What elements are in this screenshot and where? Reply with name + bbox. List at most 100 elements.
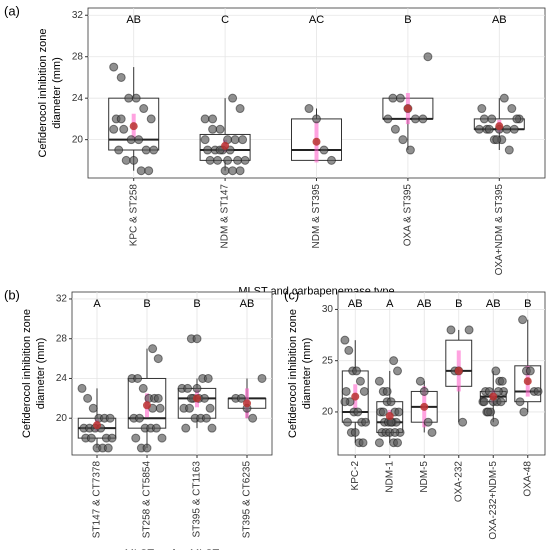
x-tick-label: KPC-2 <box>350 461 361 491</box>
data-point <box>157 433 167 443</box>
data-point <box>382 386 392 396</box>
mean-point <box>243 399 251 408</box>
significance-letter: AB <box>240 298 255 310</box>
y-tick-label: 20 <box>322 407 334 418</box>
data-point <box>203 145 213 155</box>
significance-letter: AB <box>417 298 432 310</box>
x-axis-label: MLST and cgMLST <box>125 548 220 550</box>
data-point <box>200 114 210 124</box>
data-point <box>419 386 429 396</box>
data-point <box>136 166 146 176</box>
data-point <box>479 114 489 124</box>
x-tick-label: OXA+NDM & ST395 <box>494 184 505 276</box>
data-point <box>181 423 191 433</box>
mean-point <box>351 392 360 401</box>
data-point <box>410 114 420 124</box>
data-point <box>358 438 368 448</box>
data-point <box>491 366 501 376</box>
mean-point <box>221 141 230 150</box>
data-point <box>353 407 363 417</box>
x-tick-label: ST147 & CT7378 <box>92 461 103 539</box>
data-point <box>86 433 96 443</box>
data-point <box>427 427 437 437</box>
data-point <box>129 155 139 165</box>
data-point <box>107 433 117 443</box>
data-point <box>490 417 500 427</box>
data-point <box>200 393 209 403</box>
data-point <box>418 114 428 124</box>
data-point <box>109 124 119 134</box>
mean-point <box>129 122 138 131</box>
data-point <box>477 104 487 114</box>
data-point <box>312 114 321 124</box>
significance-letter: AB <box>492 14 507 26</box>
data-point <box>207 423 217 433</box>
data-point <box>146 114 156 124</box>
data-point <box>185 403 194 413</box>
data-point <box>386 397 396 407</box>
data-point <box>192 334 202 344</box>
data-point <box>502 124 512 134</box>
data-point <box>149 145 159 155</box>
data-point <box>124 93 134 103</box>
data-point <box>131 433 141 443</box>
y-tick-label: 24 <box>56 373 68 384</box>
data-point <box>200 135 210 145</box>
significance-letter: AC <box>309 14 324 26</box>
data-point <box>395 93 405 103</box>
data-point <box>341 386 351 396</box>
data-point <box>393 366 403 376</box>
significance-letter: B <box>143 298 150 310</box>
x-tick-label: NDM-1 <box>384 461 395 493</box>
data-point <box>183 383 193 393</box>
data-point <box>405 145 415 155</box>
data-point <box>220 166 230 176</box>
mean-point <box>454 366 463 375</box>
significance-letter: AB <box>348 298 363 310</box>
significance-letter: B <box>193 298 200 310</box>
data-point <box>518 315 528 325</box>
y-tick-label: 32 <box>72 10 84 21</box>
data-point <box>148 344 158 354</box>
data-point <box>390 124 400 134</box>
mean-point <box>489 392 498 401</box>
data-point <box>509 124 519 134</box>
data-point <box>378 407 388 417</box>
data-point <box>215 124 225 134</box>
significance-letter: AB <box>486 298 501 310</box>
data-point <box>394 407 404 417</box>
data-point <box>393 438 403 448</box>
data-point <box>355 376 365 386</box>
data-point <box>340 397 350 407</box>
data-point <box>327 155 336 165</box>
significance-letter: B <box>455 298 462 310</box>
mean-point <box>523 377 532 386</box>
x-tick-label: NDM & ST395 <box>311 184 322 249</box>
data-point <box>350 427 360 437</box>
data-point <box>236 393 246 403</box>
data-point <box>474 124 484 134</box>
data-point <box>390 427 400 437</box>
data-point <box>398 135 408 145</box>
data-point <box>484 124 494 134</box>
data-point <box>208 124 218 134</box>
data-point <box>496 397 506 407</box>
data-point <box>153 393 163 403</box>
panel-label: (a) <box>4 3 20 18</box>
data-point <box>144 166 154 176</box>
data-point <box>134 135 144 145</box>
data-point <box>116 114 126 124</box>
significance-letter: B <box>404 14 411 26</box>
mean-point <box>143 401 151 410</box>
data-point <box>83 393 93 403</box>
mean-point <box>403 104 412 113</box>
data-point <box>131 93 141 103</box>
x-tick-label: NDM-5 <box>419 461 430 493</box>
data-point <box>374 438 384 448</box>
data-point <box>228 93 238 103</box>
x-tick-label: KPC & ST258 <box>128 184 139 247</box>
data-point <box>359 386 369 396</box>
data-point <box>388 93 398 103</box>
mean-point <box>495 122 504 131</box>
